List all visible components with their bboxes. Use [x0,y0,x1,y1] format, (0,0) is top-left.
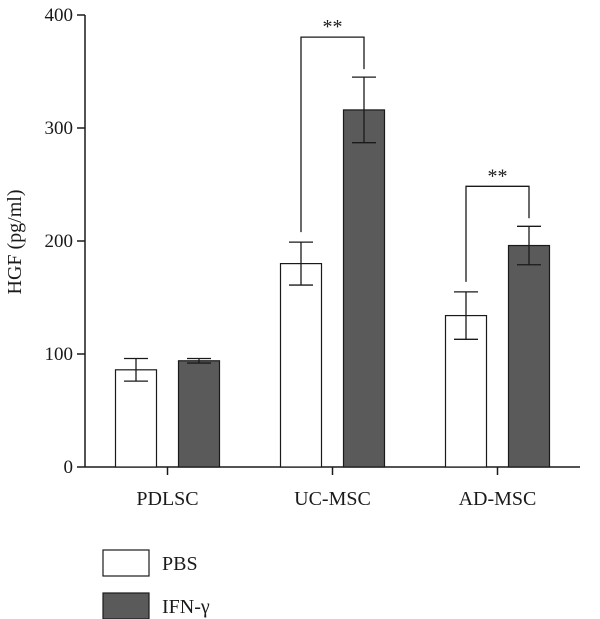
y-tick-label-4: 400 [45,5,74,26]
bar-pbs-uc-msc [279,263,323,468]
legend-swatch [102,592,150,619]
x-tick-label-0: PDLSC [136,488,198,510]
y-tick-label-1: 100 [45,344,74,365]
legend: PBS IFN-γ [102,549,210,619]
bracket-line [465,185,530,282]
bar-pbs-pdlsc [114,369,158,468]
legend-item-ifn: IFN-γ [102,592,210,619]
significance-label: ** [323,16,343,38]
significance-markers: ** ** [300,16,530,282]
bar-ifn-uc-msc [342,109,386,468]
significance-label: ** [488,165,508,187]
bar-ifn-ad-msc [507,244,551,468]
x-axis: PDLSC UC-MSC AD-MSC [85,466,580,510]
significance-bracket-uc-msc: ** [300,16,365,233]
legend-label: IFN-γ [162,596,210,618]
y-axis-title: HGF (pg/ml) [4,190,26,295]
x-tick-label-1: UC-MSC [294,488,371,510]
y-tick-label-0: 0 [64,457,74,478]
error-bar-ifn-uc-msc [352,76,376,144]
error-bar-ifn-pdlsc [187,357,211,364]
legend-item-pbs: PBS [102,549,198,577]
y-axis: 0 100 200 300 400 [45,5,86,478]
error-bar-ifn-ad-msc [517,225,541,266]
legend-swatch [102,549,150,577]
error-bar-pbs-uc-msc [289,241,313,286]
legend-label: PBS [162,553,198,575]
bars [114,76,551,468]
error-bar-pbs-ad-msc [454,291,478,340]
y-tick-label-3: 300 [45,118,74,139]
bar-ifn-pdlsc [177,360,221,468]
bracket-line [300,36,365,233]
significance-bracket-ad-msc: ** [465,165,530,282]
x-tick-label-2: AD-MSC [459,488,537,510]
y-tick-label-2: 200 [45,231,74,252]
bar-pbs-ad-msc [444,314,488,468]
error-bar-pbs-pdlsc [124,357,148,382]
